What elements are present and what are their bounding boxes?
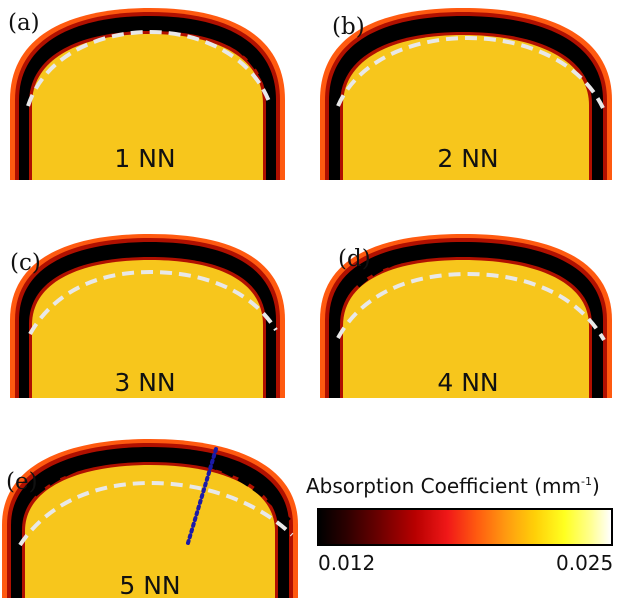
colorbar-title-superscript: -1 — [580, 475, 592, 488]
colorbar-title: Absorption Coefficient (mm-1) — [306, 476, 600, 496]
panel-caption-b: 2 NN — [437, 144, 499, 173]
panel-label-c: (c) — [10, 250, 41, 276]
colorbar-title-close: ) — [591, 474, 600, 498]
panel-c: (c) 3 NN — [0, 230, 290, 398]
panel-a: (a) 1 NN — [0, 0, 290, 180]
panel-label-a: (a) — [8, 10, 40, 36]
panel-label-b: (b) — [332, 14, 365, 40]
phantom-image-d — [320, 234, 612, 398]
phantom-image-c — [10, 234, 285, 398]
colorbar — [317, 508, 613, 546]
colorbar-max-label: 0.025 — [556, 551, 614, 575]
panel-d: (d) 4 NN — [318, 230, 618, 398]
phantom-image-b — [320, 8, 612, 180]
phantom-image-e — [2, 439, 298, 598]
panel-label-d: (d) — [338, 246, 371, 272]
panel-caption-e: 5 NN — [119, 571, 181, 600]
panel-caption-c: 3 NN — [114, 368, 176, 397]
colorbar-min-label: 0.012 — [318, 551, 376, 575]
colorbar-title-text: Absorption Coefficient (mm — [306, 474, 581, 498]
panel-caption-d: 4 NN — [437, 368, 499, 397]
panel-caption-a: 1 NN — [114, 144, 176, 173]
panel-b: (b) 2 NN — [318, 0, 618, 180]
panel-label-e: (e) — [6, 469, 38, 495]
phantom-image-a — [10, 8, 285, 180]
panel-e: (e) 5 NN — [0, 435, 300, 598]
